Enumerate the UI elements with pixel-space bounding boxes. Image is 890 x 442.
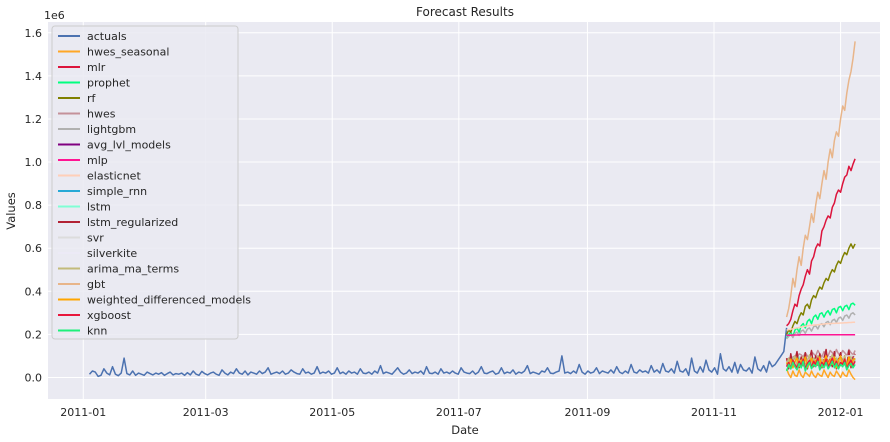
legend-item: rf — [58, 92, 97, 105]
legend-item: lstm — [58, 201, 111, 214]
legend-item: hwes_seasonal — [58, 46, 169, 59]
x-tick-label: 2011-11 — [691, 406, 737, 419]
legend-label: elasticnet — [87, 170, 141, 183]
legend-item: knn — [58, 325, 107, 338]
chart-title: Forecast Results — [416, 5, 514, 19]
legend-item: svr — [58, 232, 104, 245]
y-tick-label: 1.6 — [25, 27, 43, 40]
series-line-knn — [785, 360, 856, 372]
y-tick-label: 1.2 — [25, 113, 43, 126]
x-tick-label: 2011-03 — [183, 406, 229, 419]
legend-item: prophet — [58, 77, 131, 90]
legend-label: weighted_differenced_models — [87, 294, 251, 307]
legend-item: hwes — [58, 108, 116, 121]
series-line-hwes-seasonal — [785, 368, 856, 381]
legend-label: silverkite — [87, 247, 137, 260]
legend-label: xgboost — [87, 309, 132, 322]
legend-item: silverkite — [58, 247, 137, 260]
legend-item: actuals — [58, 30, 127, 43]
series-line-actuals — [88, 327, 788, 378]
y-axis-label: Values — [4, 192, 18, 230]
y-tick-label: 0.0 — [25, 371, 43, 384]
legend-item: simple_rnn — [58, 185, 147, 198]
x-tick-label: 2011-05 — [309, 406, 355, 419]
y-tick-label: 0.6 — [25, 242, 43, 255]
legend-item: lightgbm — [58, 123, 136, 136]
legend-label: lstm — [87, 201, 111, 214]
legend-label: lightgbm — [87, 123, 136, 136]
legend-box — [51, 25, 239, 340]
legend-item: mlp — [58, 154, 108, 167]
legend-label: simple_rnn — [87, 185, 147, 198]
legend-item: avg_lvl_models — [58, 139, 171, 152]
series-line-elasticnet — [786, 321, 856, 331]
legend-label: knn — [87, 325, 107, 338]
y-tick-label: 1.4 — [25, 70, 43, 83]
legend-item: arima_ma_terms — [58, 263, 179, 276]
legend-label: svr — [87, 232, 104, 245]
series-line-rf — [785, 243, 856, 335]
y-axis-scale-label: 1e6 — [44, 9, 65, 22]
y-tick-label: 0.4 — [25, 285, 43, 298]
legend-label: actuals — [87, 30, 127, 43]
x-tick-label: 2011-07 — [436, 406, 482, 419]
legend-item: gbt — [58, 278, 106, 291]
x-tick-label: 2012-01 — [818, 406, 864, 419]
legend-item: mlr — [58, 61, 106, 74]
y-tick-label: 1.0 — [25, 156, 43, 169]
series-line-mlr — [786, 158, 856, 327]
legend-item: xgboost — [58, 309, 132, 322]
legend-item: weighted_differenced_models — [58, 294, 251, 307]
legend-label: hwes_seasonal — [87, 46, 169, 59]
legend-label: mlr — [87, 61, 106, 74]
series-line-mlp — [786, 334, 856, 337]
legend-label: hwes — [87, 108, 116, 121]
x-tick-label: 2011-01 — [60, 406, 106, 419]
legend-label: lstm_regularized — [87, 216, 178, 229]
legend-item: lstm_regularized — [58, 216, 178, 229]
series-line-prophet — [785, 302, 856, 340]
legend-item: elasticnet — [58, 170, 141, 183]
y-tick-label: 0.2 — [25, 328, 43, 341]
legend-label: gbt — [87, 278, 106, 291]
legend-label: prophet — [87, 77, 131, 90]
legend-label: avg_lvl_models — [87, 139, 171, 152]
tick-labels: 0.0 0.2 0.4 0.6 0.8 1.0 1.2 1.4 1.6 2011-01 2011-0… — [25, 27, 864, 419]
y-tick-label: 0.8 — [25, 199, 43, 212]
x-axis-label: Date — [451, 423, 479, 437]
legend-label: mlp — [87, 154, 108, 167]
series-line-gbt — [785, 41, 856, 318]
x-tick-label: 2011-09 — [564, 406, 610, 419]
series-layer — [88, 41, 856, 381]
legend-label: arima_ma_terms — [87, 263, 179, 276]
legend-label: rf — [87, 92, 97, 105]
